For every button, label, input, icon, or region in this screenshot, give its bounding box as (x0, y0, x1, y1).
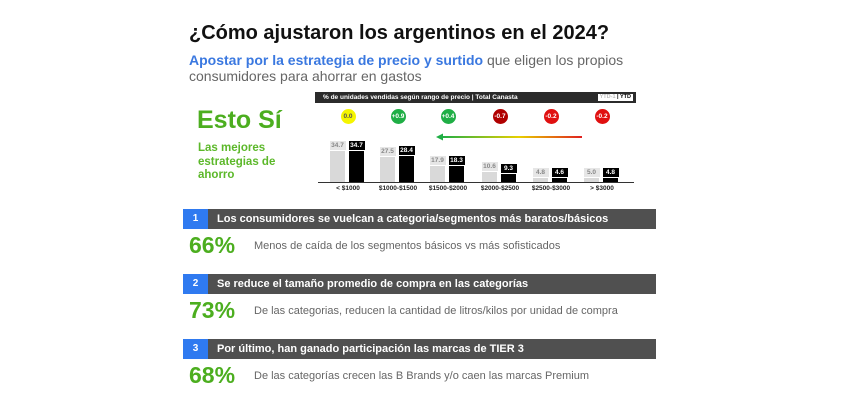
data-label: 5.0 (583, 167, 600, 177)
insight-percent: 66% (189, 232, 236, 258)
data-label: 4.8 (602, 167, 619, 177)
data-label: 27.5 (379, 147, 396, 157)
chart-legend: YTD-1 | YTD (597, 94, 633, 101)
bar-ytd (603, 177, 618, 182)
bar-ytd (501, 173, 516, 182)
insight-heading: Se reduce el tamaño promedio de compra e… (217, 278, 529, 290)
data-label: 9.3 (500, 163, 517, 173)
bar-ytd-1 (380, 157, 395, 182)
chart-header: % de unidades vendidas según rango de pr… (315, 92, 636, 103)
insight-heading: Los consumidores se vuelcan a categoria/… (217, 213, 609, 225)
change-badge: -0.2 (594, 109, 610, 124)
headline-caption: Las mejores estrategias de ahorro (198, 142, 276, 181)
insight-header: 1 Los consumidores se vuelcan a categori… (183, 209, 656, 229)
trend-arrow-icon (436, 133, 582, 141)
insight-description: De las categorías crecen las B Brands y/… (254, 370, 590, 382)
insight-header: 2 Se reduce el tamaño promedio de compra… (183, 274, 656, 294)
insight-percent: 68% (189, 362, 236, 388)
bar-ytd (552, 177, 567, 182)
bar-ytd-1 (584, 177, 599, 182)
category-label: $2500-$3000 (531, 185, 571, 192)
bar-ytd-1 (482, 172, 497, 182)
bar-ytd (449, 165, 464, 182)
change-badge: -0.2 (543, 109, 559, 124)
data-label: 34.7 (348, 140, 365, 150)
legend-ytd-1: YTD-1 (599, 94, 616, 100)
change-badge: 0.0 (340, 109, 356, 124)
page-title: ¿Cómo ajustaron los argentinos en el 202… (189, 22, 610, 44)
change-badge: +0.9 (390, 109, 406, 124)
insight-number: 1 (183, 209, 208, 229)
subtitle-rest: que eligen los propios consumidores para… (189, 52, 624, 84)
insight-number: 3 (183, 339, 208, 359)
category-label: $1500-$2000 (428, 185, 468, 192)
data-label: 10.6 (481, 162, 498, 172)
insight-number: 2 (183, 274, 208, 294)
bar-ytd-1 (430, 165, 445, 182)
data-label: 4.6 (551, 167, 568, 177)
data-label: 4.8 (532, 167, 549, 177)
bar-ytd-1 (533, 177, 548, 182)
insight-description: De las categorias, reducen la cantidad d… (254, 305, 618, 317)
bar-ytd-1 (330, 150, 345, 182)
data-label: 17.9 (429, 155, 446, 165)
category-label: $1000-$1500 (378, 185, 418, 192)
data-label: 18.3 (448, 155, 465, 165)
data-label: 34.7 (329, 140, 346, 150)
insight-header: 3 Por último, han ganado participación l… (183, 339, 656, 359)
category-label: < $1000 (336, 185, 360, 192)
category-label: > $3000 (590, 185, 614, 192)
chart-title: % de unidades vendidas según rango de pr… (323, 94, 518, 101)
data-label: 28.4 (398, 146, 415, 156)
change-badge: -0.7 (492, 109, 508, 124)
x-axis (318, 182, 634, 183)
subtitle: Apostar por la estrategia de precio y su… (189, 52, 629, 84)
category-label: $2000-$2500 (480, 185, 520, 192)
insight-percent: 73% (189, 297, 236, 323)
bar-ytd (349, 150, 364, 182)
bar-ytd (399, 156, 414, 182)
insight-heading: Por último, han ganado participación las… (217, 343, 524, 355)
headline-esto-si: Esto Sí (197, 106, 282, 134)
legend-ytd: YTD (620, 94, 631, 100)
change-badge: +0.4 (440, 109, 456, 124)
subtitle-highlight: Apostar por la estrategia de precio y su… (189, 52, 484, 68)
insight-description: Menos de caída de los segmentos básicos … (254, 240, 561, 252)
